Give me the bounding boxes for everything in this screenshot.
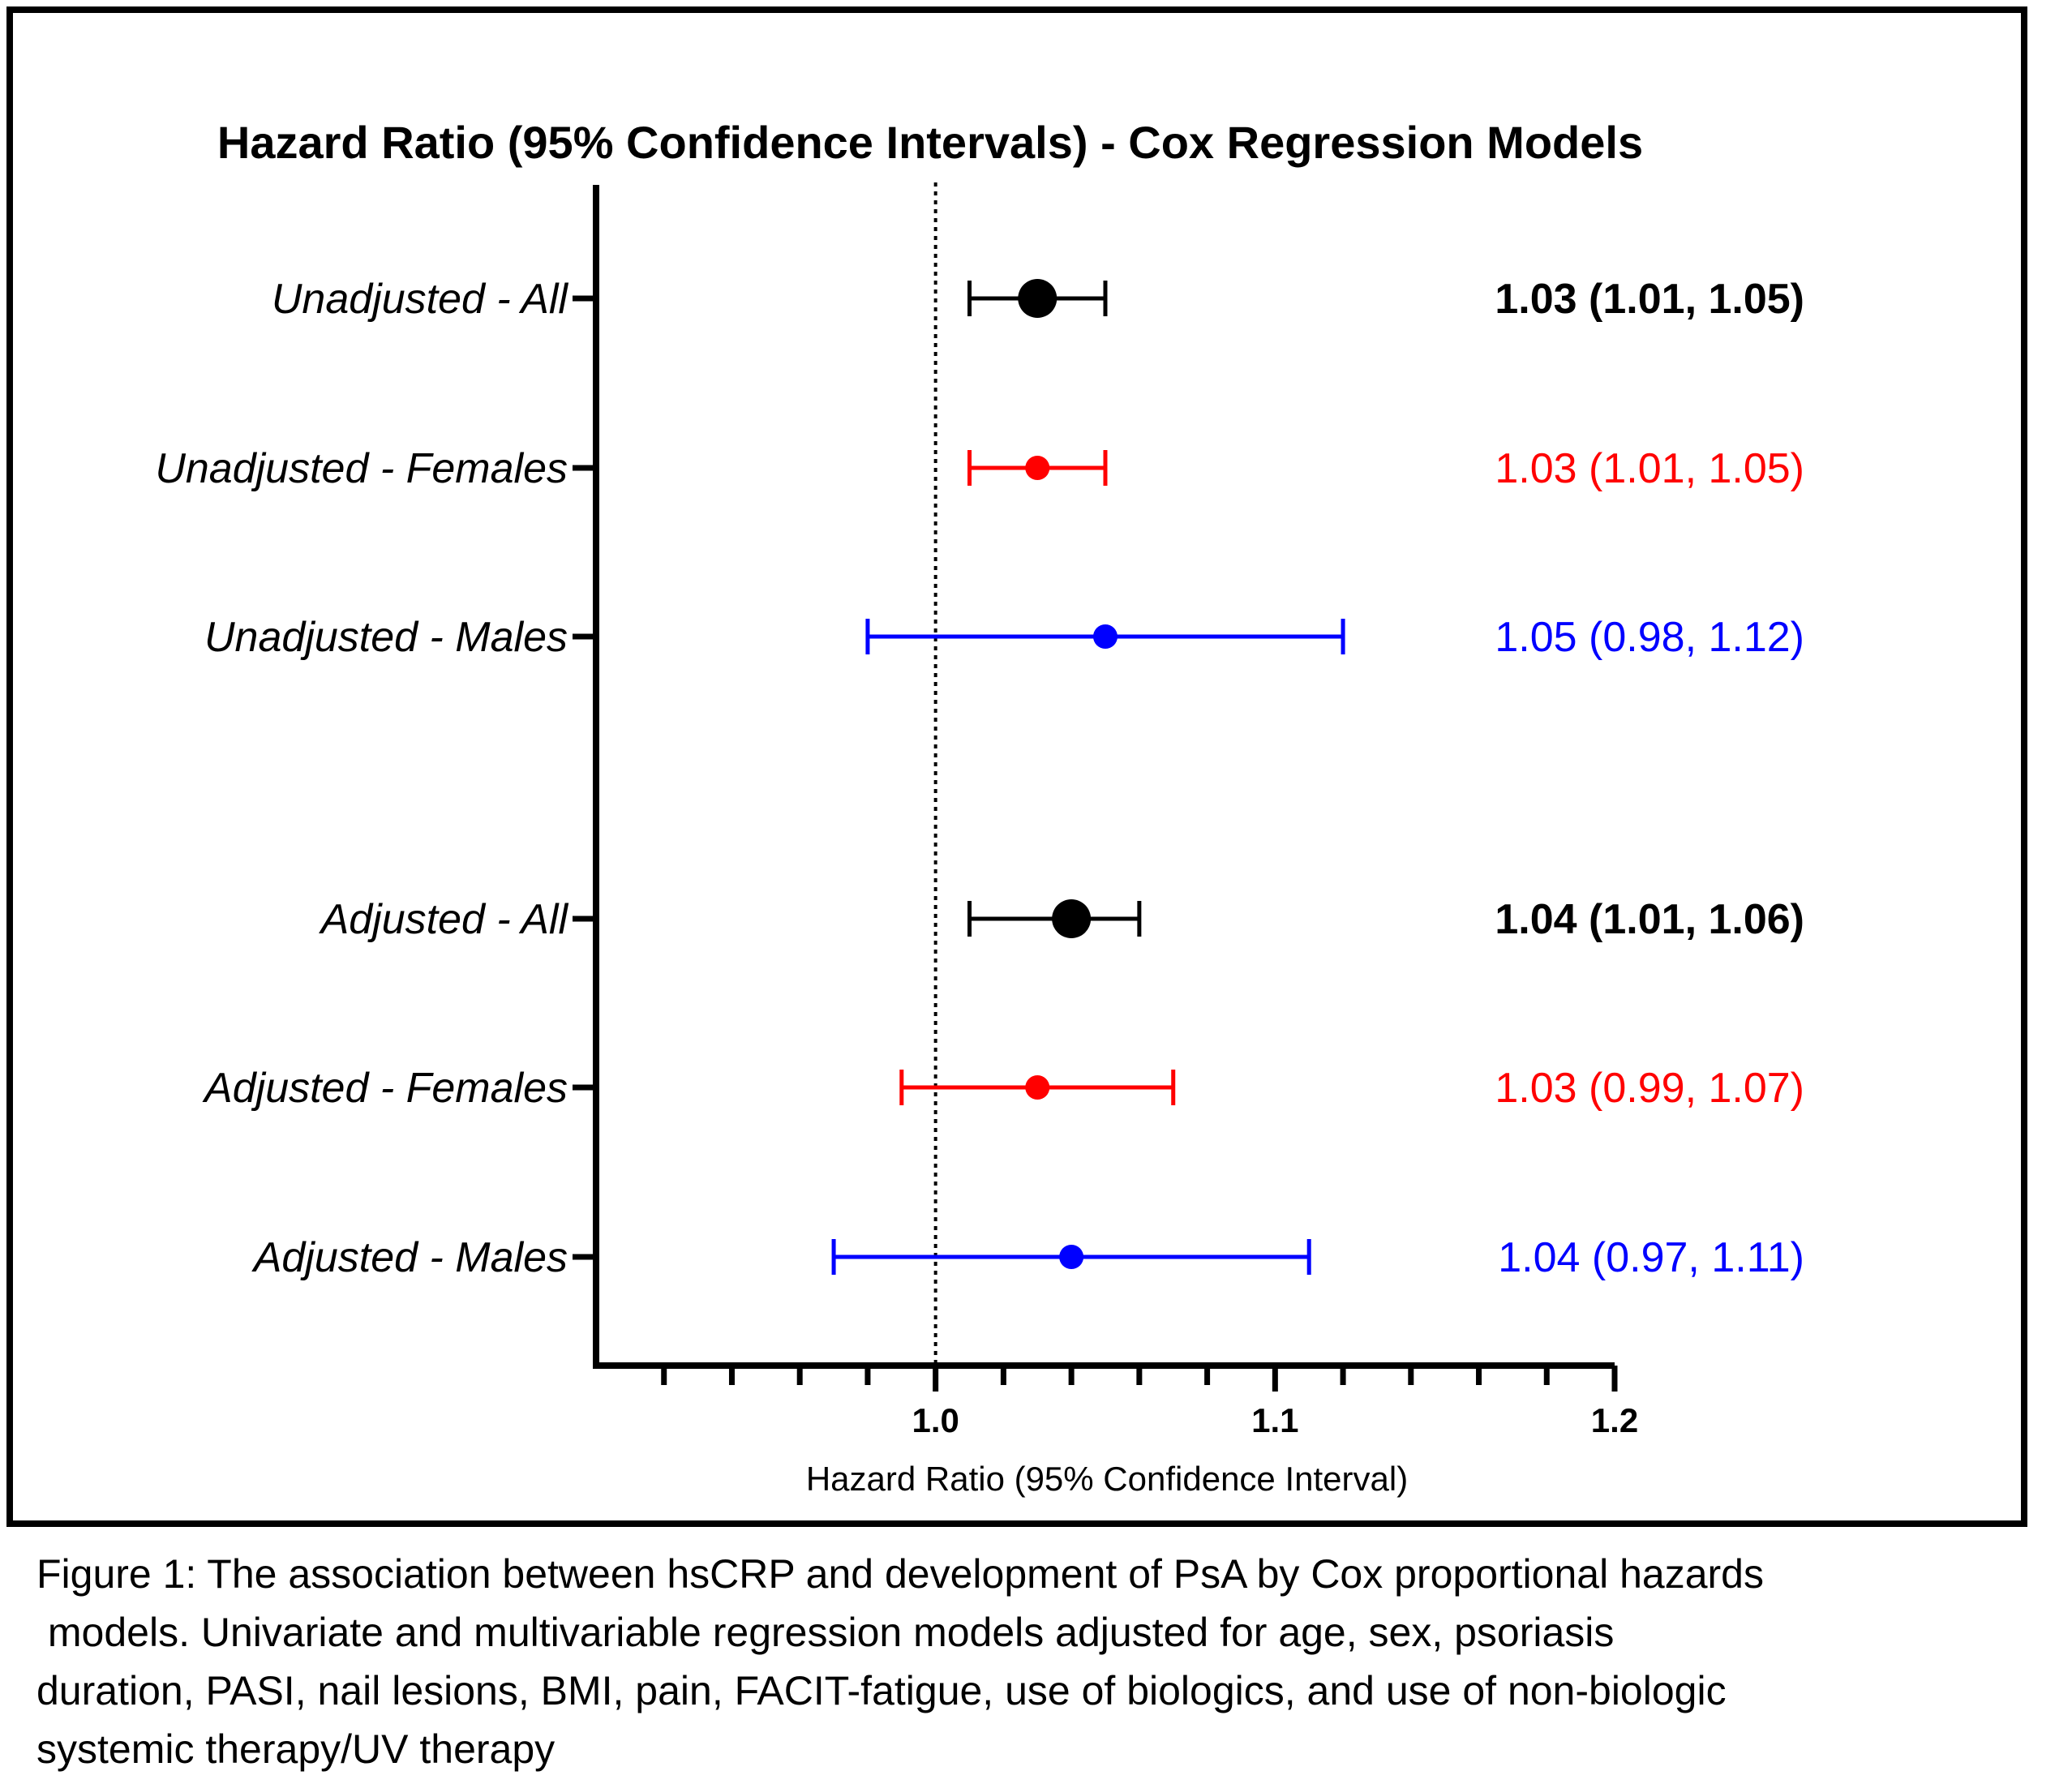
hazard-ratio-point <box>1052 899 1092 938</box>
estimate-text: 1.05 (0.98, 1.12) <box>1495 614 1804 661</box>
row-label: Adjusted - All <box>319 896 569 943</box>
figure-caption: Figure 1: The association between hsCRP … <box>36 1551 1764 1772</box>
forest-plot: Hazard Ratio (95% Confidence Intervals) … <box>155 117 1804 1498</box>
forest-row: Unadjusted - Females 1.03 (1.01, 1.05) <box>155 445 1804 492</box>
x-tick-label: 1.1 <box>1251 1401 1298 1439</box>
figure-frame <box>6 6 2027 1527</box>
forest-row: Unadjusted - All 1.03 (1.01, 1.05) <box>272 276 1804 323</box>
row-label: Unadjusted - All <box>272 276 569 323</box>
forest-row: Adjusted - Males 1.04 (0.97, 1.11) <box>251 1234 1804 1281</box>
forest-row: Unadjusted - Males 1.05 (0.98, 1.12) <box>204 614 1804 661</box>
chart-title: Hazard Ratio (95% Confidence Intervals) … <box>217 117 1643 168</box>
hazard-ratio-point <box>1059 1245 1084 1269</box>
forest-row: Adjusted - Females 1.03 (0.99, 1.07) <box>202 1065 1804 1112</box>
estimate-text: 1.03 (1.01, 1.05) <box>1495 276 1804 323</box>
row-label: Adjusted - Females <box>202 1065 568 1112</box>
row-label: Adjusted - Males <box>251 1234 568 1281</box>
hazard-ratio-point <box>1093 624 1118 649</box>
hazard-ratio-point <box>1018 279 1057 318</box>
estimate-text: 1.04 (0.97, 1.11) <box>1498 1234 1804 1281</box>
estimate-text: 1.03 (1.01, 1.05) <box>1495 445 1804 492</box>
row-label: Unadjusted - Males <box>204 614 568 661</box>
hazard-ratio-point <box>1025 456 1050 480</box>
estimate-text: 1.04 (1.01, 1.06) <box>1495 896 1804 943</box>
estimate-text: 1.03 (0.99, 1.07) <box>1495 1065 1804 1112</box>
rows-layer: Unadjusted - All 1.03 (1.01, 1.05)Unadjus… <box>155 276 1804 1281</box>
forest-row: Adjusted - All 1.04 (1.01, 1.06) <box>319 896 1804 943</box>
plot-axes <box>593 182 1615 1369</box>
hazard-ratio-point <box>1025 1075 1050 1100</box>
x-ticks: 1.0 1.1 1.2 <box>661 1366 1638 1439</box>
x-tick-label: 1.0 <box>912 1401 959 1439</box>
x-tick-label: 1.2 <box>1591 1401 1638 1439</box>
x-axis-label: Hazard Ratio (95% Confidence Interval) <box>806 1460 1408 1498</box>
row-label: Unadjusted - Females <box>155 445 568 492</box>
